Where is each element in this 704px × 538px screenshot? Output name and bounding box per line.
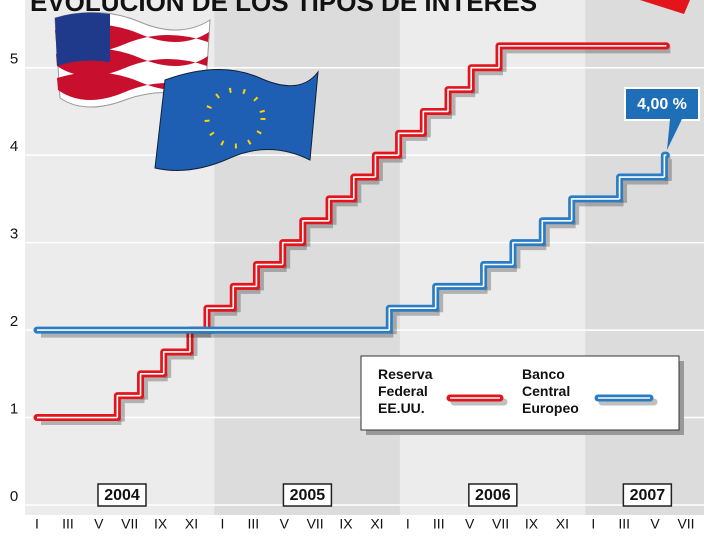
line-shadow [303, 221, 334, 247]
line-highlight [663, 154, 667, 178]
x-tick-label: III [247, 516, 259, 532]
x-tick-label: I [35, 516, 39, 532]
year-box [97, 483, 147, 507]
x-tick-label: IX [154, 516, 168, 532]
year-label: 2005 [290, 487, 326, 504]
x-tick-label: III [62, 516, 74, 532]
x-tick-label: VII [492, 516, 509, 532]
line-highlight [255, 263, 283, 287]
line-highlight [470, 66, 500, 90]
callout-pointer [640, 0, 690, 14]
line-highlight [301, 219, 330, 243]
line-shadow [620, 177, 669, 203]
line-shadow [484, 265, 517, 291]
x-tick-label: VII [307, 516, 324, 532]
line-shadow [141, 374, 168, 400]
line-shadow [399, 133, 428, 160]
line-highlight [162, 351, 190, 374]
x-tick-label: V [650, 516, 660, 532]
x-tick-label: XI [370, 516, 383, 532]
line-shadow [164, 352, 194, 378]
x-tick-label: I [591, 516, 595, 532]
line-highlight [570, 198, 620, 221]
line-shadow [190, 330, 211, 356]
year-label: 2007 [630, 487, 666, 504]
line-highlight [447, 88, 472, 112]
line-shadow [513, 243, 547, 269]
x-tick-label: III [433, 516, 445, 532]
plot [33, 42, 672, 426]
line-highlight [139, 373, 164, 396]
line-highlight [434, 285, 484, 309]
line-shadow [233, 286, 261, 313]
line-shadow [389, 308, 440, 335]
line-highlight [281, 241, 303, 265]
year-box [282, 483, 333, 507]
line-highlight [388, 307, 436, 331]
y-tick-label: 0 [10, 488, 18, 505]
line-shadow [329, 199, 358, 225]
line-shadow [448, 90, 476, 116]
line-highlight [116, 394, 141, 418]
line-highlight [541, 219, 572, 243]
line-shadow [664, 155, 672, 182]
line-highlight [618, 176, 665, 199]
legend-label: Banco Central Europeo [522, 366, 579, 416]
line-highlight [422, 110, 449, 134]
line-shadow [471, 68, 504, 94]
line-highlight [482, 263, 513, 287]
x-tick-label: I [406, 516, 410, 532]
y-tick-label: 1 [10, 401, 18, 418]
line-shadow [542, 221, 576, 247]
legend-label: Reserva Federal EE.UU. [378, 366, 433, 416]
line-shadow [572, 199, 624, 225]
x-tick-label: V [94, 516, 104, 532]
year-label: 2004 [104, 487, 140, 504]
line-highlight [374, 154, 399, 178]
y-tick-label: 5 [10, 51, 18, 68]
line-shadow [283, 243, 307, 269]
y-tick-label: 3 [10, 226, 18, 243]
line-highlight [232, 285, 257, 309]
callout-label: 4,00 % [637, 96, 687, 113]
callout: 4,00 % [624, 87, 700, 150]
line-shadow [375, 155, 403, 182]
line-shadow [499, 46, 669, 72]
x-tick-label: VII [677, 516, 694, 532]
line-highlight [328, 198, 354, 221]
line-shadow [436, 286, 488, 313]
x-tick-label: V [465, 516, 475, 532]
legend-swatches [446, 394, 658, 406]
year-band [585, 0, 704, 515]
line-highlight [352, 176, 376, 199]
line-shadow [256, 265, 287, 291]
series [33, 42, 671, 426]
year-label: 2006 [475, 487, 511, 504]
line-shadow [354, 177, 380, 203]
line-shadow [423, 111, 453, 138]
x-tick-label: VII [121, 516, 138, 532]
x-tick-label: IX [525, 516, 539, 532]
line-highlight [397, 132, 424, 156]
x-tick-label: III [618, 516, 630, 532]
x-tick-label: IX [339, 516, 353, 532]
y-tick-label: 2 [10, 313, 18, 330]
x-tick-label: XI [556, 516, 569, 532]
line-shadow [117, 396, 145, 422]
year-box [622, 483, 673, 507]
x-tick-label: I [220, 516, 224, 532]
chart-title: EVOLUCIÓN DE LOS TIPOS DE INTERÉS [30, 0, 537, 17]
eu-flag [154, 69, 319, 171]
series [33, 151, 672, 338]
year-box [468, 483, 518, 507]
x-tick-label: XI [185, 516, 198, 532]
legend [360, 355, 680, 431]
x-tick-label: V [280, 516, 290, 532]
line-highlight [512, 241, 543, 265]
y-tick-label: 4 [10, 138, 18, 155]
line-highlight [498, 45, 665, 68]
line-highlight [206, 307, 234, 331]
